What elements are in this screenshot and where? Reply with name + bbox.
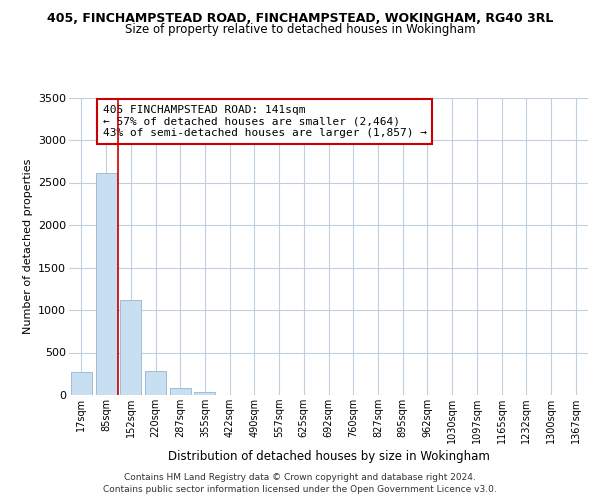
Bar [71, 372, 92, 395]
Bar [120, 300, 141, 395]
Text: 405, FINCHAMPSTEAD ROAD, FINCHAMPSTEAD, WOKINGHAM, RG40 3RL: 405, FINCHAMPSTEAD ROAD, FINCHAMPSTEAD, … [47, 12, 553, 26]
Text: Contains HM Land Registry data © Crown copyright and database right 2024.: Contains HM Land Registry data © Crown c… [124, 472, 476, 482]
Bar [170, 388, 191, 395]
X-axis label: Distribution of detached houses by size in Wokingham: Distribution of detached houses by size … [167, 450, 490, 463]
Bar [145, 371, 166, 395]
Text: Contains public sector information licensed under the Open Government Licence v3: Contains public sector information licen… [103, 485, 497, 494]
Text: Size of property relative to detached houses in Wokingham: Size of property relative to detached ho… [125, 22, 475, 36]
Text: 405 FINCHAMPSTEAD ROAD: 141sqm
← 57% of detached houses are smaller (2,464)
43% : 405 FINCHAMPSTEAD ROAD: 141sqm ← 57% of … [103, 105, 427, 138]
Y-axis label: Number of detached properties: Number of detached properties [23, 158, 32, 334]
Bar [95, 173, 116, 395]
Bar [194, 392, 215, 395]
